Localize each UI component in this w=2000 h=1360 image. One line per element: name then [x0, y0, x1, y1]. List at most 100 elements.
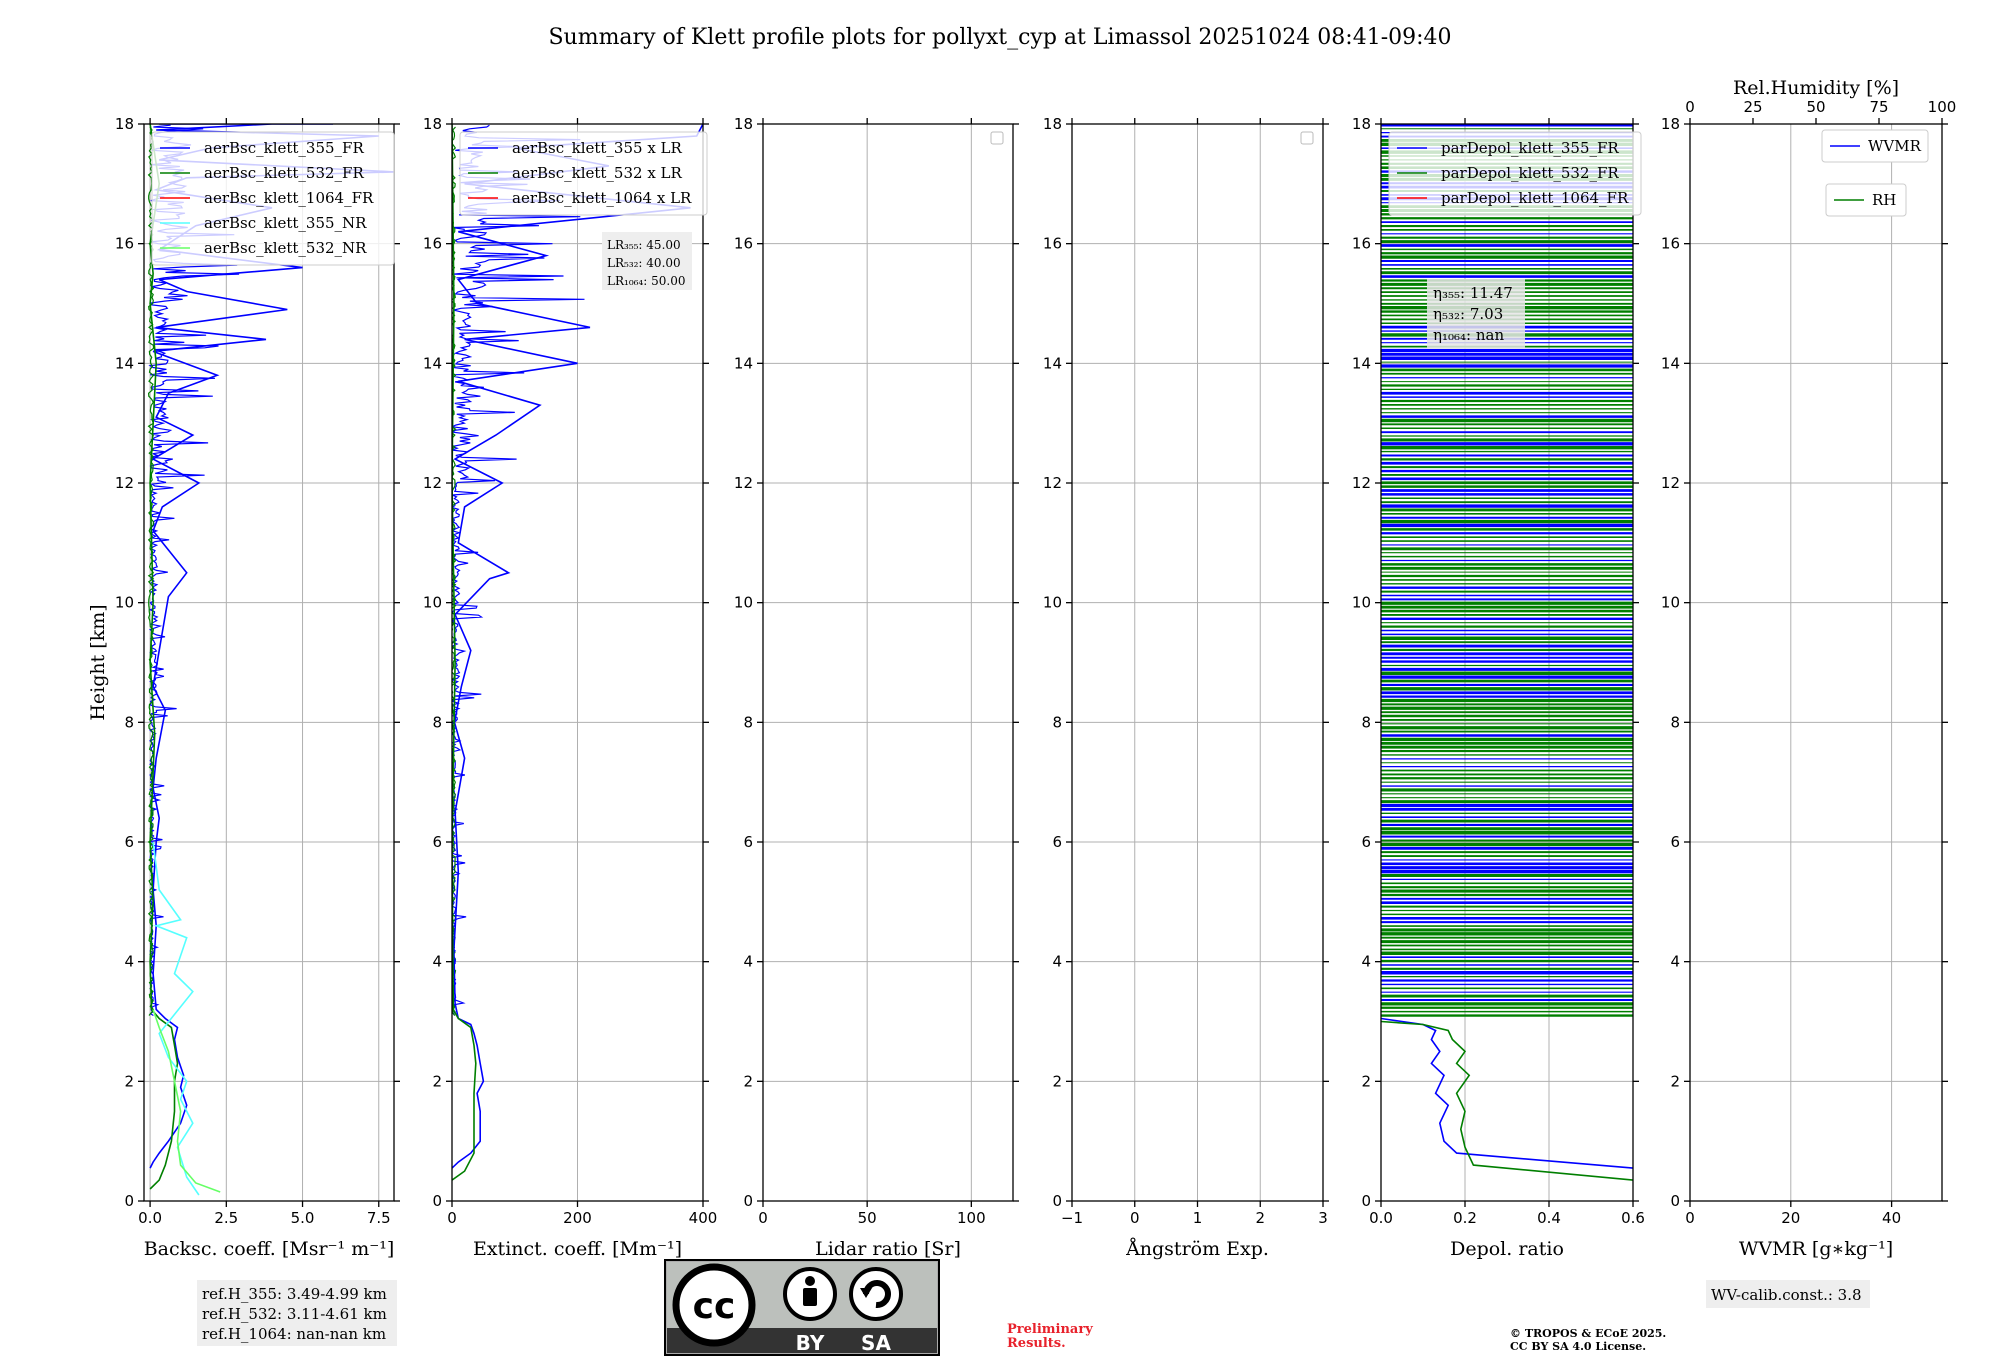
- ytick-label: 12: [734, 474, 753, 492]
- ytick-label: 4: [1052, 953, 1062, 971]
- ytick-label: 8: [1670, 713, 1680, 731]
- annotation-line: LR₁₀₆₄: 50.00: [607, 274, 685, 288]
- panel-ext: 0 2 4 6 8 10 12 14 16 18 0 200 400 Extinct. coeff. [M…: [423, 115, 717, 1260]
- series-line-parDepol_klett_355_FR: [1381, 1017, 1633, 1169]
- xtick-label: 0.2: [1453, 1209, 1477, 1227]
- axes-frame: [1380, 123, 1634, 1202]
- legend-label: aerBsc_klett_355_FR: [204, 139, 364, 157]
- ytick-label: 16: [1352, 235, 1371, 253]
- legend: parDepol_klett_355_FR parDepol_klett_532_…: [1388, 131, 1642, 216]
- copyright-text-2: CC BY SA 4.0 License.: [1510, 1340, 1646, 1353]
- xtick-label: 0.0: [1369, 1209, 1393, 1227]
- xaxis-label: Backsc. coeff. [Msr⁻¹ m⁻¹]: [144, 1238, 395, 1260]
- series-line-aerBsc_klett_532_NR: [152, 1009, 221, 1193]
- xaxis-label: Ångström Exp.: [1125, 1238, 1269, 1260]
- xtick-label: 0.0: [138, 1209, 162, 1227]
- ref-heights-bg: [197, 1280, 397, 1346]
- ytick-label: 4: [124, 953, 134, 971]
- series-line-aerBsc_klett_532_FR: [149, 124, 179, 1190]
- xtick-label: 0: [1130, 1209, 1140, 1227]
- annotation-line: LR₃₅₅: 45.00: [607, 238, 681, 252]
- xtick-label: 0: [758, 1209, 768, 1227]
- top-xtick-label: 25: [1743, 98, 1762, 116]
- ytick-label: 2: [1052, 1072, 1062, 1090]
- ytick-label: 4: [432, 953, 442, 971]
- ytick-label: 2: [432, 1072, 442, 1090]
- legend-box: [1388, 131, 1642, 216]
- legend-box: [151, 131, 395, 266]
- ytick-label: 0: [1670, 1192, 1680, 1210]
- ytick-label: 16: [115, 235, 134, 253]
- ref-heights-box: ref.H_355: 3.49-4.99 km ref.H_532: 3.11-…: [197, 1280, 397, 1346]
- legend-label: aerBsc_klett_355_NR: [204, 214, 367, 232]
- ytick-label: 14: [115, 354, 134, 372]
- ytick-label: 14: [1661, 354, 1680, 372]
- series-line-aerBsc_klett_355_NR: [152, 841, 200, 1196]
- ytick-label: 0: [743, 1192, 753, 1210]
- cc-text: cc: [693, 1286, 736, 1327]
- xtick-label: 7.5: [367, 1209, 391, 1227]
- preliminary-text-1: Preliminary: [1007, 1322, 1093, 1337]
- ref-height-1064: ref.H_1064: nan-nan km: [202, 1325, 386, 1343]
- yaxis-label: Height [km]: [87, 604, 109, 720]
- ytick-label: 4: [1361, 953, 1371, 971]
- xtick-label: 2: [1255, 1209, 1265, 1227]
- copyright-text-1: © TROPOS & ECoE 2025.: [1510, 1327, 1666, 1340]
- annotation: LR₃₅₅: 45.00 LR₅₃₂: 40.00 LR₁₀₆₄: 50.00: [602, 232, 692, 290]
- top-xtick-label: 50: [1806, 98, 1825, 116]
- xtick-label: 0: [1685, 1209, 1695, 1227]
- ytick-label: 10: [1043, 594, 1062, 612]
- cc-by-sa-logo: cc BY SA: [664, 1259, 940, 1356]
- annotation-line: η₅₃₂: 7.03: [1433, 305, 1503, 323]
- ytick-label: 10: [1352, 594, 1371, 612]
- legend-label: aerBsc_klett_355 x LR: [512, 139, 683, 157]
- annotation: η₃₅₅: 11.47 η₅₃₂: 7.03 η₁₀₆₄: nan: [1427, 279, 1525, 349]
- ytick-label: 18: [423, 115, 442, 133]
- xaxis-label: Depol. ratio: [1450, 1238, 1564, 1260]
- series-line-parDepol_klett_532_FR: [1381, 1020, 1633, 1181]
- ytick-label: 12: [1661, 474, 1680, 492]
- ytick-label: 12: [423, 474, 442, 492]
- series-line-aerBsc_klett_355_FR: [149, 124, 394, 1169]
- panel-lr: 0 2 4 6 8 10 12 14 16 18 0 50 100 Lidar ratio [Sr]: [734, 115, 1019, 1260]
- legend-label: parDepol_klett_532_FR: [1441, 164, 1619, 182]
- ytick-label: 18: [734, 115, 753, 133]
- ytick-label: 0: [1052, 1192, 1062, 1210]
- preliminary-text-2: Results.: [1007, 1336, 1066, 1351]
- sa-recycle-icon: [849, 1267, 903, 1321]
- top-xtick-label: 0: [1685, 98, 1695, 116]
- annotation-line: LR₅₃₂: 40.00: [607, 256, 681, 270]
- xaxis-label: WVMR [g∗kg⁻¹]: [1739, 1238, 1893, 1260]
- top-xaxis-label: Rel.Humidity [%]: [1733, 77, 1899, 99]
- legend-label: aerBsc_klett_1064 x LR: [512, 189, 692, 207]
- axes-frame: [1689, 123, 1943, 1202]
- ytick-label: 8: [743, 713, 753, 731]
- xtick-label: 5.0: [291, 1209, 315, 1227]
- xtick-label: 1: [1193, 1209, 1203, 1227]
- xtick-label: 50: [858, 1209, 877, 1227]
- ytick-label: 2: [743, 1072, 753, 1090]
- ytick-label: 18: [1352, 115, 1371, 133]
- ytick-label: 10: [1661, 594, 1680, 612]
- ytick-label: 14: [423, 354, 442, 372]
- ytick-label: 0: [124, 1192, 134, 1210]
- legend: aerBsc_klett_355 x LR aerBsc_klett_532 x …: [459, 131, 708, 216]
- legend-label: parDepol_klett_1064_FR: [1441, 189, 1629, 207]
- ytick-label: 8: [124, 713, 134, 731]
- legend-label: parDepol_klett_355_FR: [1441, 139, 1619, 157]
- ytick-label: 6: [1052, 833, 1062, 851]
- xtick-label: 200: [563, 1209, 592, 1227]
- legend-box-rh: [1825, 183, 1907, 217]
- ytick-label: 14: [1352, 354, 1371, 372]
- ref-height-532: ref.H_532: 3.11-4.61 km: [202, 1305, 387, 1323]
- xtick-label: 0.4: [1537, 1209, 1561, 1227]
- xtick-label: −1: [1061, 1209, 1083, 1227]
- noise-ext: [452, 124, 585, 1016]
- sa-text: SA: [861, 1331, 891, 1355]
- panel-bsc: 0 2 4 6 8 10 12 14 16 18 0.0 2.5 5.0 7.5 Backsc. coeff…: [87, 115, 400, 1260]
- top-xtick-label: 75: [1869, 98, 1888, 116]
- xtick-label: 3: [1318, 1209, 1328, 1227]
